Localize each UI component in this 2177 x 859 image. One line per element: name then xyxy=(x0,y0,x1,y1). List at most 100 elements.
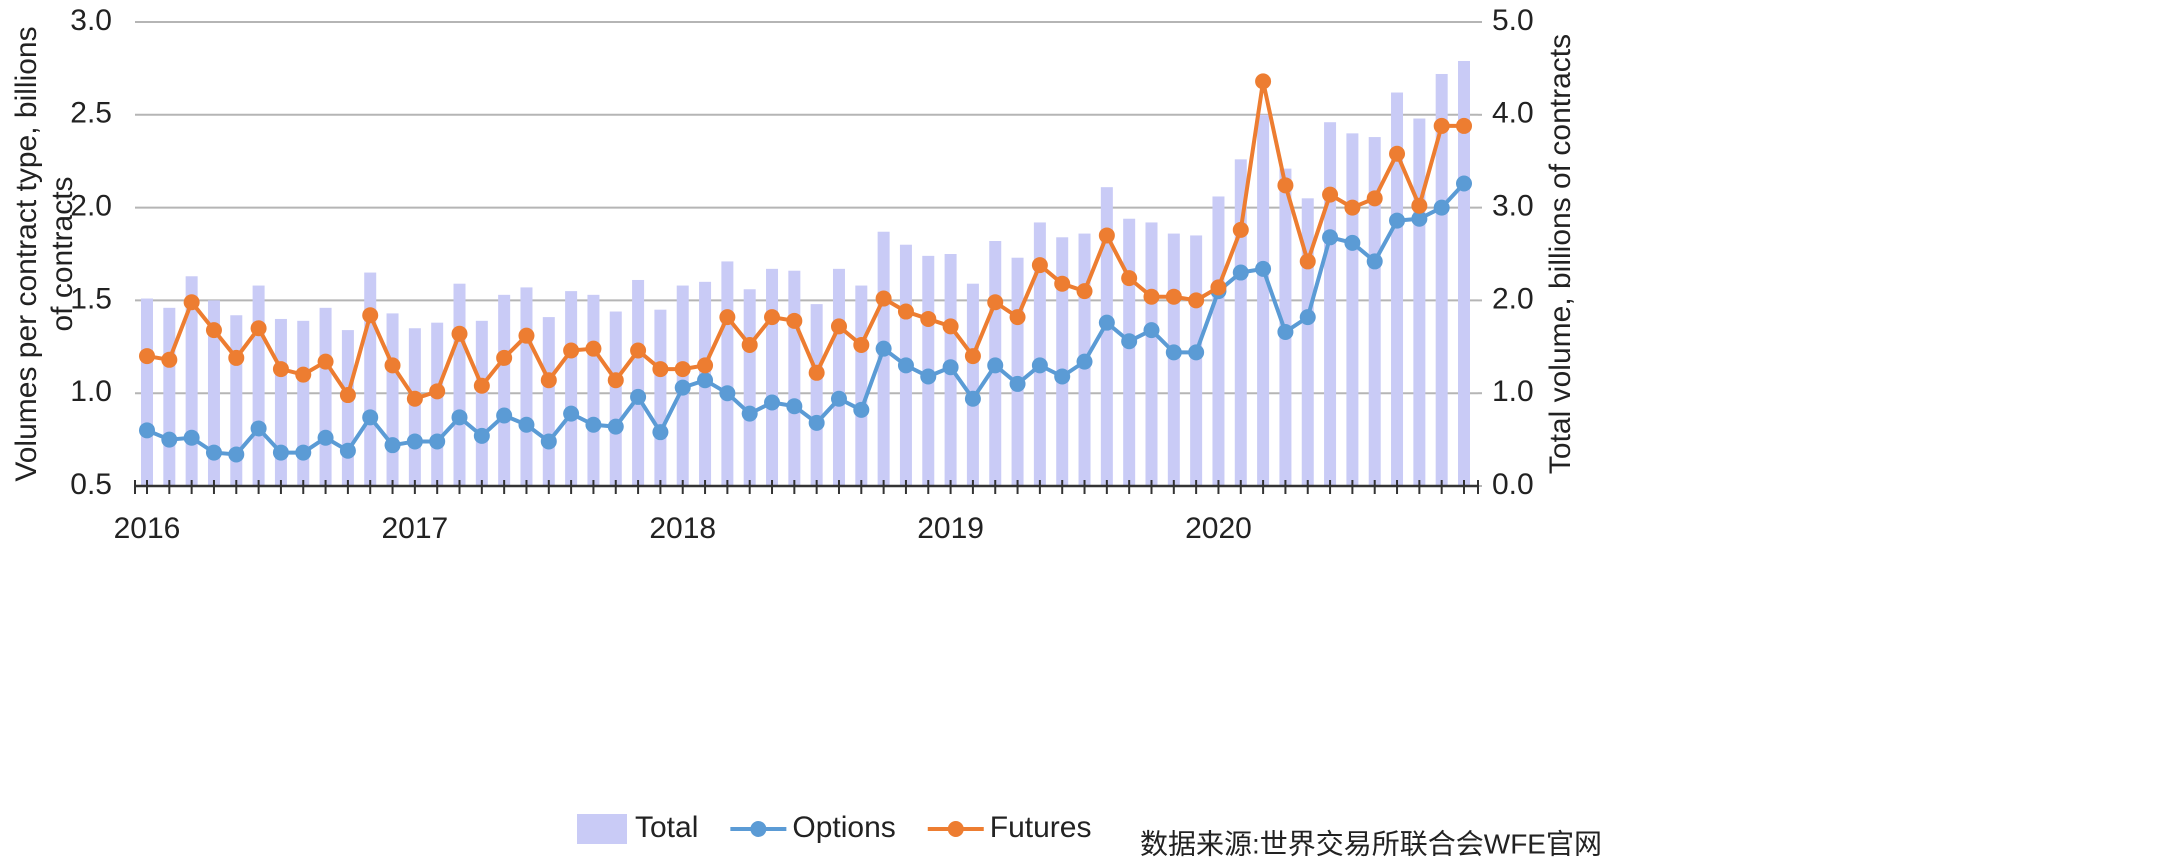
bar xyxy=(565,291,578,486)
bar xyxy=(297,320,310,486)
marker xyxy=(1411,210,1428,227)
bar xyxy=(632,279,645,486)
marker xyxy=(496,407,513,424)
legend-marker xyxy=(750,821,767,837)
marker xyxy=(1009,375,1026,392)
legend-label: Total xyxy=(635,811,698,844)
marker xyxy=(362,409,379,426)
marker xyxy=(1232,221,1249,238)
marker xyxy=(139,348,155,365)
marker xyxy=(607,418,624,435)
marker xyxy=(1411,197,1428,214)
marker xyxy=(518,416,535,433)
marker xyxy=(295,366,312,383)
marker xyxy=(205,322,222,339)
marker xyxy=(317,429,334,446)
marker xyxy=(1031,257,1048,274)
bar xyxy=(1368,137,1381,486)
bar xyxy=(252,285,265,486)
marker xyxy=(897,357,914,374)
marker xyxy=(875,340,892,357)
bar xyxy=(453,283,466,486)
y2-axis-title: Total volume, billions of contracts xyxy=(1544,34,1577,474)
marker xyxy=(496,349,513,366)
marker xyxy=(1143,288,1160,305)
marker xyxy=(786,312,803,329)
bar xyxy=(1100,187,1113,486)
marker xyxy=(406,390,423,407)
marker xyxy=(741,405,758,422)
marker xyxy=(473,377,490,394)
marker xyxy=(1232,264,1249,281)
marker xyxy=(228,349,245,366)
bar xyxy=(855,285,868,486)
marker xyxy=(1366,253,1383,270)
marker xyxy=(764,309,781,326)
marker xyxy=(384,357,401,374)
marker xyxy=(964,348,981,365)
marker xyxy=(205,444,222,461)
x-tick-label: 2016 xyxy=(114,512,181,545)
bar xyxy=(163,307,176,486)
marker xyxy=(339,387,356,404)
bar xyxy=(207,300,220,486)
bar xyxy=(1056,237,1069,486)
marker xyxy=(1076,283,1093,300)
x-tick-label: 2019 xyxy=(917,512,984,545)
marker xyxy=(853,401,870,418)
marker xyxy=(987,357,1004,374)
marker xyxy=(1255,260,1272,277)
marker xyxy=(272,361,289,378)
x-tick-label: 2020 xyxy=(1185,512,1252,545)
marker xyxy=(250,420,267,437)
bar xyxy=(341,330,354,486)
marker xyxy=(183,294,200,311)
marker xyxy=(652,361,669,378)
marker xyxy=(674,361,691,378)
legend-label: Options xyxy=(792,811,895,844)
marker xyxy=(295,444,312,461)
marker xyxy=(228,446,245,463)
marker xyxy=(339,442,356,459)
bar xyxy=(766,268,779,486)
marker xyxy=(585,416,602,433)
marker xyxy=(518,327,535,344)
x-tick-label: 2017 xyxy=(381,512,448,545)
marker xyxy=(161,351,178,368)
y2-tick-label: 0.0 xyxy=(1492,468,1534,501)
marker xyxy=(473,427,490,444)
bar xyxy=(431,322,444,486)
marker xyxy=(1188,292,1205,309)
bar xyxy=(587,294,600,486)
bar xyxy=(1391,92,1404,486)
bar xyxy=(141,298,153,486)
marker xyxy=(764,394,781,411)
bar xyxy=(1212,196,1225,487)
bar xyxy=(364,272,377,486)
marker xyxy=(875,290,892,307)
bar xyxy=(1190,235,1203,486)
bar xyxy=(1145,222,1158,486)
marker xyxy=(161,431,178,448)
bar xyxy=(475,320,488,486)
marker xyxy=(830,390,847,407)
legend-swatch xyxy=(577,814,627,844)
bar xyxy=(654,309,667,486)
bar xyxy=(1033,222,1046,486)
source-note: 数据来源:世界交易所联合会WFE官网 xyxy=(1140,828,1602,859)
marker xyxy=(317,353,334,370)
bar xyxy=(408,328,421,486)
marker xyxy=(563,405,580,422)
bar xyxy=(832,268,845,486)
marker xyxy=(1031,357,1048,374)
y-axis-title: Volumes per contract type, billions xyxy=(10,26,43,481)
marker xyxy=(719,309,736,326)
y-tick-label: 0.5 xyxy=(70,468,112,501)
bar xyxy=(721,261,734,486)
y2-tick-label: 3.0 xyxy=(1492,190,1534,223)
bar xyxy=(1413,118,1426,487)
bar xyxy=(1123,218,1136,486)
x-tick-label: 2018 xyxy=(649,512,716,545)
marker xyxy=(741,336,758,353)
bar xyxy=(1458,60,1470,486)
